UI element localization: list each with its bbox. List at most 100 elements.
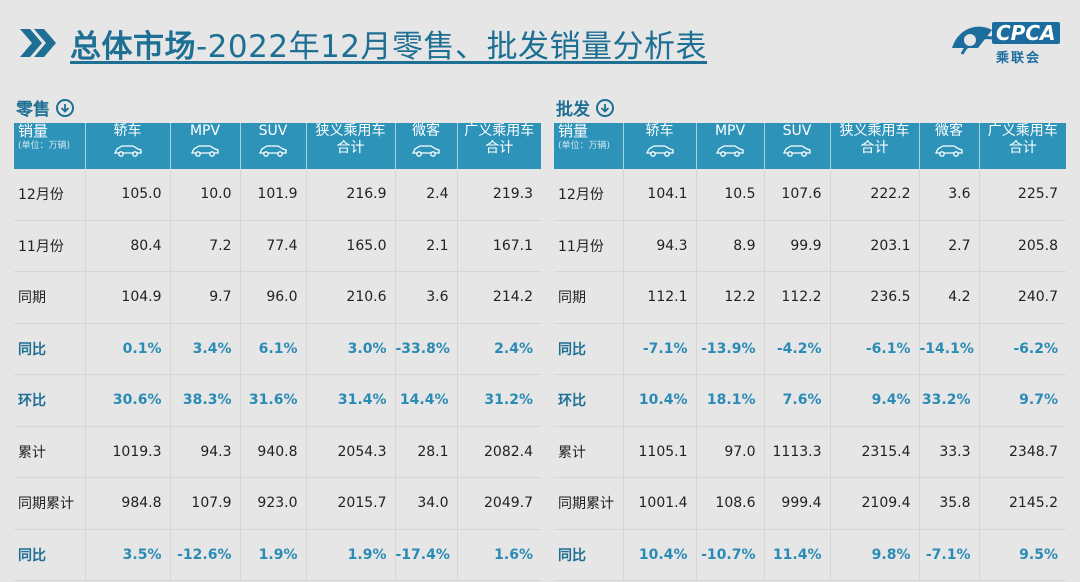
table-row: 同比 3.5% -12.6% 1.9% 1.9% -17.4% 1.6% [14, 529, 541, 581]
header-cell: 狭义乘用车 合计 [306, 123, 396, 169]
table-cell: 7.2 [170, 220, 241, 272]
table-cell: 3.6 [395, 271, 458, 324]
table-cell: 2049.7 [457, 477, 541, 530]
table-row: 11月份 80.4 7.2 77.4 165.0 2.1 167.1 [14, 220, 541, 272]
table-cell: 18.1% [696, 374, 765, 427]
table-cell: 940.8 [240, 426, 307, 478]
table-cell: 222.2 [830, 169, 920, 221]
double-chevron-icon [18, 27, 58, 59]
table-cell: 7.6% [764, 374, 831, 427]
table-row: 同比 0.1% 3.4% 6.1% 3.0% -33.8% 2.4% [14, 323, 541, 375]
table-cell: 2109.4 [830, 477, 920, 530]
table-cell: 225.7 [979, 169, 1066, 221]
table-cell: -14.1% [919, 323, 980, 375]
table-row: 环比 30.6% 38.3% 31.6% 31.4% 14.4% 31.2% [14, 374, 541, 427]
table-cell: 2054.3 [306, 426, 396, 478]
table-row: 同期累计 1001.4 108.6 999.4 2109.4 35.8 2145.2 [554, 477, 1066, 530]
table-cell: 104.1 [623, 169, 697, 221]
retail-table: 销量 (单位：万辆) 轿车 MPV SUV 狭义乘用车 合计 微客 广义乘用车 合计 12月份 105… [14, 123, 541, 581]
table-cell: 203.1 [830, 220, 920, 272]
table-row: 同比 -7.1% -13.9% -4.2% -6.1% -14.1% -6.2% [554, 323, 1066, 375]
table-cell: 31.4% [306, 374, 396, 427]
table-cell: 0.1% [85, 323, 171, 375]
table-cell: 28.1 [395, 426, 458, 478]
table-cell: 1105.1 [623, 426, 697, 478]
table-cell: 2.7 [919, 220, 980, 272]
wholesale-section-label: 批发 [556, 95, 614, 120]
row-label: 同期 [14, 271, 86, 324]
row-label: 同期 [554, 271, 624, 324]
table-cell: 1001.4 [623, 477, 697, 530]
header-cell: 广义乘用车 合计 [979, 123, 1066, 169]
header-cell: MPV [170, 123, 241, 169]
table-cell: 2.4 [395, 169, 458, 221]
table-cell: 10.0 [170, 169, 241, 221]
table-cell: -6.2% [979, 323, 1066, 375]
table-cell: 236.5 [830, 271, 920, 324]
table-cell: 9.7% [979, 374, 1066, 427]
table-cell: 2145.2 [979, 477, 1066, 530]
table-cell: 104.9 [85, 271, 171, 324]
table-cell: 112.2 [764, 271, 831, 324]
car-icon [86, 143, 170, 157]
table-cell: 10.4% [623, 529, 697, 581]
table-cell: 105.0 [85, 169, 171, 221]
page-title: 总体市场-2022年12月零售、批发销量分析表 [70, 28, 708, 65]
car-icon [396, 143, 457, 157]
table-cell: 112.1 [623, 271, 697, 324]
table-cell: 96.0 [240, 271, 307, 324]
row-label: 12月份 [554, 169, 624, 221]
row-label: 同期累计 [14, 477, 86, 530]
header-cell: 轿车 [623, 123, 697, 169]
table-row: 累计 1105.1 97.0 1113.3 2315.4 33.3 2348.7 [554, 426, 1066, 478]
row-label: 11月份 [554, 220, 624, 272]
table-row: 11月份 94.3 8.9 99.9 203.1 2.7 205.8 [554, 220, 1066, 272]
table-cell: 14.4% [395, 374, 458, 427]
table-cell: 107.9 [170, 477, 241, 530]
table-cell: 33.2% [919, 374, 980, 427]
table-cell: 94.3 [170, 426, 241, 478]
header-row: 销量 (单位：万辆) 轿车 MPV SUV 狭义乘用车 合计 微客 广义乘用车 合计 [14, 123, 541, 169]
car-icon [241, 143, 306, 157]
table-cell: -13.9% [696, 323, 765, 375]
row-label: 环比 [14, 374, 86, 427]
title-bar: 总体市场-2022年12月零售、批发销量分析表 [18, 18, 707, 68]
logo-text: CPCA [992, 22, 1060, 44]
table-cell: 2082.4 [457, 426, 541, 478]
row-label: 同比 [14, 529, 86, 581]
retail-section-label: 零售 [16, 95, 74, 120]
wholesale-table: 销量 (单位：万辆) 轿车 MPV SUV 狭义乘用车 合计 微客 广义乘用车 合计 12月份 104… [554, 123, 1066, 581]
table-cell: 9.5% [979, 529, 1066, 581]
row-label: 同比 [14, 323, 86, 375]
table-cell: -6.1% [830, 323, 920, 375]
table-row: 同期 112.1 12.2 112.2 236.5 4.2 240.7 [554, 271, 1066, 324]
table-cell: 2348.7 [979, 426, 1066, 478]
row-label: 累计 [554, 426, 624, 478]
table-cell: 2015.7 [306, 477, 396, 530]
header-cell: 广义乘用车 合计 [457, 123, 541, 169]
header-cell: SUV [764, 123, 831, 169]
header-row: 销量 (单位：万辆) 轿车 MPV SUV 狭义乘用车 合计 微客 广义乘用车 合计 [554, 123, 1066, 169]
table-cell: 97.0 [696, 426, 765, 478]
header-cell: SUV [240, 123, 307, 169]
table-cell: -10.7% [696, 529, 765, 581]
logo-subtext: 乘联会 [996, 51, 1042, 66]
table-cell: 94.3 [623, 220, 697, 272]
table-cell: 2315.4 [830, 426, 920, 478]
row-label: 累计 [14, 426, 86, 478]
table-cell: 205.8 [979, 220, 1066, 272]
row-label: 同期累计 [554, 477, 624, 530]
car-icon [920, 143, 979, 157]
header-cell-sales: 销量 (单位：万辆) [554, 123, 624, 169]
car-icon [765, 143, 830, 157]
table-cell: 1019.3 [85, 426, 171, 478]
table-row: 同比 10.4% -10.7% 11.4% 9.8% -7.1% 9.5% [554, 529, 1066, 581]
row-label: 同比 [554, 323, 624, 375]
table-cell: -7.1% [623, 323, 697, 375]
table-cell: 3.5% [85, 529, 171, 581]
table-row: 环比 10.4% 18.1% 7.6% 9.4% 33.2% 9.7% [554, 374, 1066, 427]
table-cell: 240.7 [979, 271, 1066, 324]
table-cell: 999.4 [764, 477, 831, 530]
table-cell: 167.1 [457, 220, 541, 272]
table-cell: -12.6% [170, 529, 241, 581]
